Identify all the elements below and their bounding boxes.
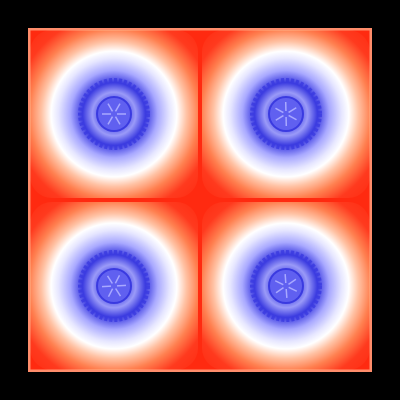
pattern-cell: [202, 202, 370, 370]
cell-core: [268, 268, 304, 304]
pattern-cell: [202, 30, 370, 198]
cell-core: [96, 268, 132, 304]
cell-ring: [250, 250, 322, 322]
core-speckle: [114, 103, 121, 112]
cell-ring: [250, 78, 322, 150]
cell-core: [96, 96, 132, 132]
core-speckle: [288, 286, 298, 292]
core-speckle: [107, 116, 114, 125]
core-speckle: [114, 116, 121, 125]
core-speckle: [285, 288, 288, 299]
core-speckle: [284, 273, 287, 284]
cell-ring: [78, 78, 150, 150]
core-speckle: [274, 280, 284, 286]
heatmap-field: [28, 28, 372, 372]
core-speckle: [114, 274, 121, 284]
core-speckle: [107, 103, 114, 112]
field-edge: [28, 28, 372, 372]
cell-core: [268, 96, 304, 132]
pattern-cell: [30, 30, 198, 198]
core-speckle: [288, 114, 297, 121]
cell-ring: [78, 250, 150, 322]
core-speckle: [275, 287, 284, 294]
core-speckle: [114, 288, 122, 297]
core-speckle: [275, 107, 284, 114]
heatmap-graphic: [28, 28, 372, 372]
pattern-cell: [30, 202, 198, 370]
core-speckle: [106, 275, 114, 284]
core-speckle: [107, 288, 114, 298]
core-speckle: [288, 107, 297, 114]
core-speckle: [275, 114, 284, 121]
core-speckle: [288, 278, 297, 285]
